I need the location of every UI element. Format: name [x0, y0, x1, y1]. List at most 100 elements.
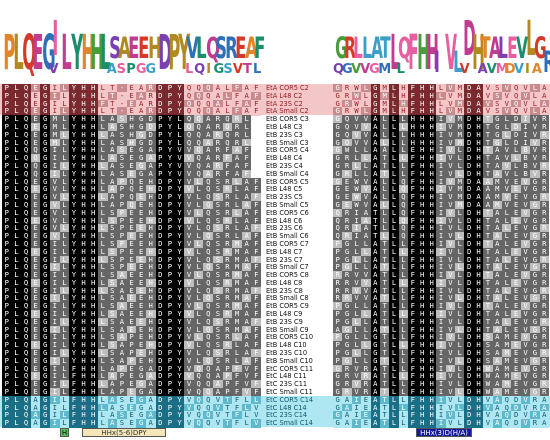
residue-cell: L	[97, 372, 108, 382]
residue-cell: H	[417, 247, 427, 257]
residue-cell: A	[370, 379, 380, 390]
residue-cell: P	[126, 333, 137, 343]
residue-cell: L	[97, 255, 108, 265]
residue-cell: R	[222, 239, 233, 249]
residue-cell: E	[30, 114, 41, 124]
residue-cell: H	[426, 107, 437, 117]
residue-cell: M	[379, 99, 390, 109]
residue-cell: Y	[174, 177, 185, 187]
residue-cell: A	[145, 411, 156, 421]
residue-cell: H	[78, 278, 89, 288]
residue-cell: H	[426, 372, 437, 382]
residue-cell: L	[97, 395, 108, 405]
residue-cell: V	[213, 395, 223, 405]
residue-cell: D	[464, 153, 474, 163]
residue-cell: A	[107, 418, 118, 428]
residue-cell: A	[473, 200, 484, 210]
residue-cell: V	[530, 130, 540, 140]
residue-cell: F	[232, 387, 242, 397]
residue-cell: R	[222, 294, 233, 304]
residue-cell: F	[408, 216, 418, 226]
residue-cell: V	[361, 177, 371, 187]
residue-cell: P	[2, 122, 12, 132]
residue-cell: L	[361, 340, 371, 351]
residue-cell: I	[436, 153, 446, 163]
residue-cell: A	[107, 146, 118, 156]
residue-cell: G	[40, 411, 50, 421]
residue-cell: V	[520, 231, 531, 241]
residue-cell: L	[59, 138, 70, 148]
residue-cell: I	[436, 325, 446, 335]
residue-cell: E	[136, 216, 146, 226]
residue-cell: H	[426, 161, 437, 171]
residue-cell: F	[408, 239, 418, 249]
residue-cell: R	[539, 208, 549, 218]
residue-cell: E	[30, 262, 41, 273]
residue-cell: H	[78, 418, 89, 428]
residue-cell: E	[342, 177, 352, 187]
residue-cell: H	[417, 177, 427, 187]
residue-cell: Y	[174, 239, 185, 249]
residue-cell: L	[389, 161, 399, 171]
residue-cell: G	[136, 411, 146, 421]
residue-cell: E	[30, 333, 41, 343]
residue-cell: H	[78, 99, 89, 109]
alignment-row: P L Q E G V L Y H H L A P Q E H D P Y V L Q S R L A F EtB 23S C5 G E W…	[0, 192, 550, 202]
residue-cell: R	[539, 216, 549, 226]
residue-cell: Q	[193, 161, 204, 171]
residue-cell: H	[426, 356, 437, 366]
residue-cell: S	[117, 418, 127, 428]
residue-cell: L	[398, 262, 409, 273]
logo-residue: Q	[22, 25, 37, 81]
residue-cell: L	[389, 91, 399, 101]
residue-cell: L	[398, 114, 409, 124]
logo-residue: L	[61, 25, 72, 81]
residue-cell: L	[455, 270, 465, 280]
residue-cell: T	[379, 301, 390, 312]
sequence-name: EtB Small C7	[266, 263, 309, 272]
residue-cell: A	[241, 208, 252, 218]
residue-cell: A	[241, 309, 252, 319]
residue-cell: H	[417, 270, 427, 280]
sequence-name: EtB 23S C10	[266, 349, 308, 358]
residue-cell: R	[361, 387, 371, 397]
residue-cell: D	[155, 418, 166, 428]
residue-cell: H	[426, 224, 437, 234]
residue-cell: L	[59, 333, 70, 343]
residue-cell: P	[165, 340, 175, 351]
residue-cell: Q	[222, 130, 233, 140]
residue-cell: G	[530, 270, 540, 280]
residue-cell: V	[174, 153, 185, 163]
residue-cell: Q	[21, 107, 31, 117]
residue-cell: E	[511, 216, 521, 226]
residue-cell: Q	[203, 177, 214, 187]
residue-cell: L	[97, 418, 108, 428]
residue-cell: H	[78, 146, 89, 156]
residue-cell: A	[539, 403, 549, 413]
residue-cell: W	[483, 372, 493, 382]
residue-cell: V	[445, 348, 456, 358]
residue-cell: L	[455, 286, 465, 296]
residue-cell: L	[398, 309, 409, 319]
residue-cell: L	[193, 177, 204, 187]
residue-cell: T	[222, 395, 233, 405]
alignment-row: P L Q E G I L Y H H L S P E E H D P Y V L Q S R M A F EtB COR5 C7 P G…	[0, 239, 550, 249]
residue-cell: M	[502, 372, 512, 382]
residue-cell: L	[97, 177, 108, 187]
residue-cell: Q	[21, 99, 31, 109]
residue-cell: A	[241, 270, 252, 280]
residue-cell: A	[370, 161, 380, 171]
residue-cell: Q	[21, 200, 31, 210]
residue-cell: D	[155, 387, 166, 397]
residue-cell: L	[193, 348, 204, 358]
residue-cell: D	[511, 122, 521, 132]
residue-cell: W	[351, 99, 362, 109]
residue-cell: Q	[398, 192, 409, 202]
residue-cell: Q	[502, 403, 512, 413]
residue-cell: H	[78, 161, 89, 171]
residue-cell: G	[333, 200, 343, 210]
residue-cell: L	[193, 325, 204, 335]
residue-cell: F	[408, 294, 418, 304]
residue-cell: Y	[69, 130, 79, 140]
